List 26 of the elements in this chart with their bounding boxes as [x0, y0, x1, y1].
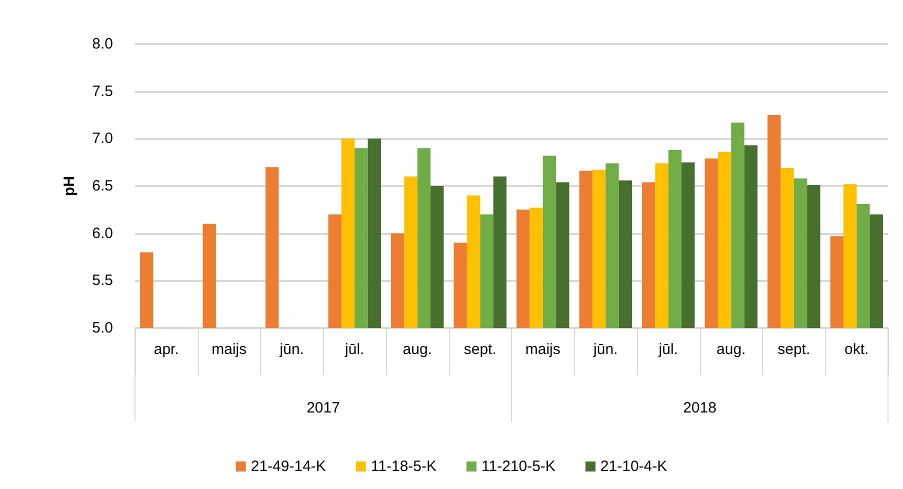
legend-label: 21-10-4-K	[600, 458, 668, 475]
x-tick-label: sept.	[778, 341, 810, 358]
y-tick-label: 5.0	[92, 320, 113, 336]
x-tick-label: jūl.	[658, 341, 678, 358]
x-tick-label: okt.	[844, 341, 869, 358]
x-tick-label: sept.	[464, 341, 496, 358]
y-tick-label: 6.5	[92, 178, 113, 194]
x-tick-label: jūl.	[344, 341, 364, 358]
x-tick-label: jūn.	[592, 341, 618, 358]
text: 2018	[683, 400, 716, 416]
x-tick-label: jūn.	[278, 341, 304, 358]
text: 2017	[306, 400, 340, 416]
y-axis-title: pH	[61, 176, 78, 196]
y-tick-label: 8.0	[92, 36, 113, 52]
y-tick-label: 5.5	[92, 272, 113, 290]
x-tick-label: apr.	[154, 341, 179, 358]
x-tick-label: aug.	[402, 341, 432, 358]
x-tick-label: maijs	[212, 341, 247, 358]
legend-label: 11-210-5-K	[482, 458, 556, 475]
y-tick-label: 6.0	[92, 224, 113, 242]
legend-label: 11-18-5-K	[370, 458, 437, 475]
x-tick-label: aug.	[716, 341, 746, 358]
x-tick-label: maijs	[525, 341, 560, 358]
y-tick-label: 7.0	[92, 130, 113, 148]
y-tick-label: 7.5	[92, 82, 113, 100]
legend-label: 21-49-14-K	[250, 458, 326, 475]
